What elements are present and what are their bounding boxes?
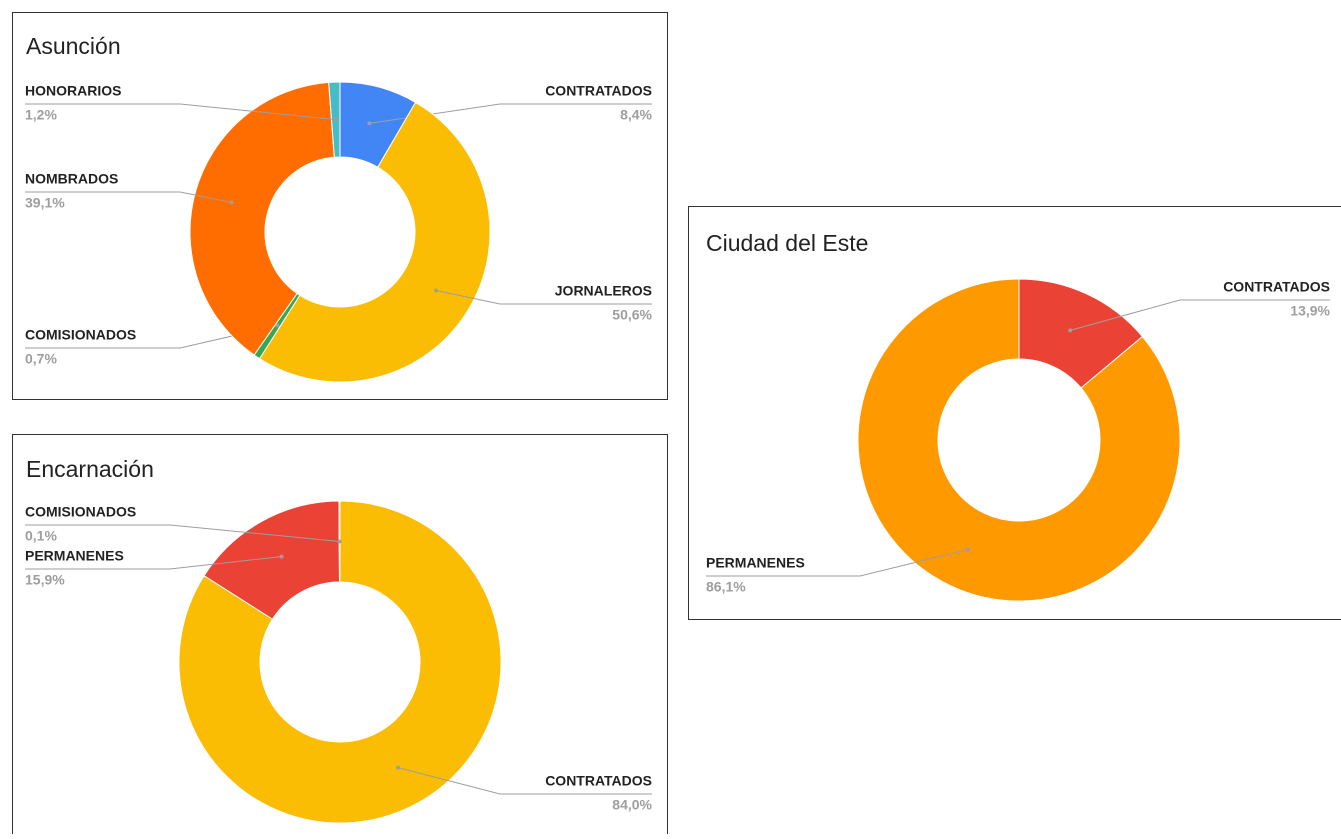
slice-value: 50,6% [612,307,652,323]
slice-value: 0,7% [25,351,57,367]
slice-label: PERMANENES [25,548,124,564]
slice-value: 39,1% [25,195,65,211]
leader-dot [434,288,438,292]
slice-value: 86,1% [706,579,746,595]
slice-label: JORNALEROS [555,283,652,299]
slice-value: 8,4% [620,107,652,123]
slice-label: COMISIONADOS [25,327,136,343]
slice-value: 13,9% [1290,303,1330,319]
leader-dot [966,548,970,552]
leader-dot [280,555,284,559]
slice-value: 1,2% [25,107,57,123]
leader-dot [367,121,371,125]
slice-label: CONTRATADOS [545,773,652,789]
leader-dot [338,540,342,544]
slice-label: COMISIONADOS [25,504,136,520]
chart-title: Asunción [26,33,121,59]
leader-dot [396,766,400,770]
slice-label: CONTRATADOS [545,83,652,99]
slice-label: HONORARIOS [25,83,121,99]
leader-dot [1068,328,1072,332]
slice-value: 15,9% [25,572,65,588]
slice-label: PERMANENES [706,555,805,571]
slice-label: CONTRATADOS [1223,279,1330,295]
chart-title: Encarnación [26,456,154,482]
slice-label: NOMBRADOS [25,171,118,187]
leader-dot [334,118,338,122]
chart-title: Ciudad del Este [706,230,868,256]
slice-value: 0,1% [25,528,57,544]
leader-dot [276,324,280,328]
slice-value: 84,0% [612,797,652,813]
leader-dot [229,200,233,204]
